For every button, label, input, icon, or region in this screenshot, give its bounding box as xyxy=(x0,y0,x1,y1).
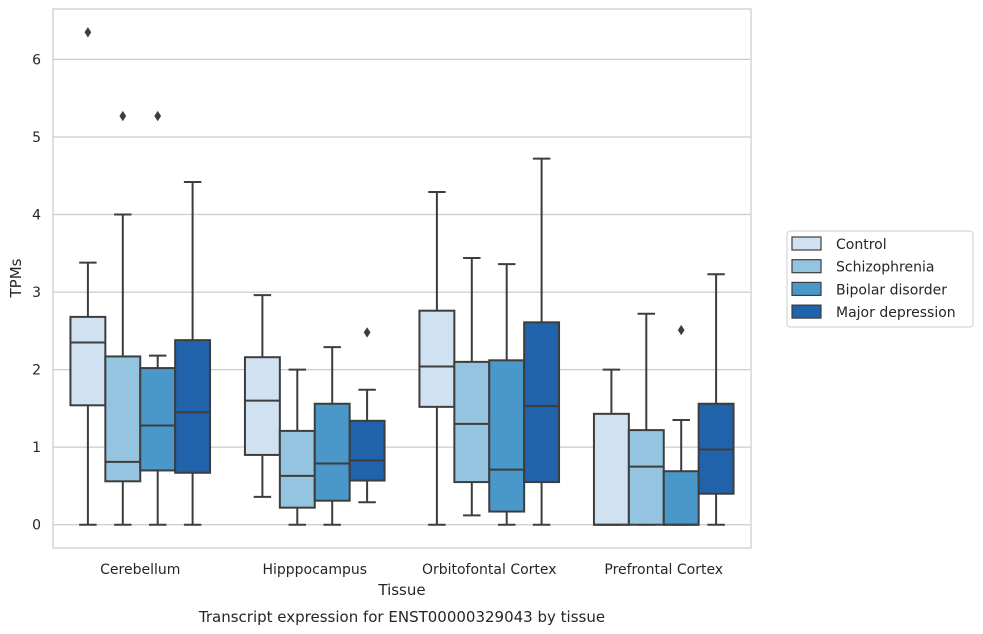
y-tick-label: 6 xyxy=(32,52,41,68)
outlier-point xyxy=(363,327,371,338)
legend-swatch xyxy=(791,304,822,319)
x-axis-label: Tissue xyxy=(377,581,425,599)
y-tick-label: 3 xyxy=(32,285,41,301)
outlier-point xyxy=(84,27,92,38)
x-tick-label: Hipppocampus xyxy=(262,562,367,578)
y-tick-label: 1 xyxy=(32,440,41,456)
category-group xyxy=(592,273,735,526)
box xyxy=(243,356,281,456)
box xyxy=(348,419,386,482)
category-group xyxy=(418,157,561,526)
box xyxy=(139,367,177,472)
box xyxy=(523,321,561,484)
box xyxy=(104,355,142,483)
box xyxy=(453,360,491,484)
legend-label: Control xyxy=(836,237,887,253)
box xyxy=(627,429,665,526)
outlier-point xyxy=(119,110,127,122)
box xyxy=(592,412,630,526)
y-tick-label: 2 xyxy=(32,363,41,379)
legend-swatch xyxy=(791,259,822,274)
legend-swatch xyxy=(791,281,822,296)
y-tick-label: 4 xyxy=(32,208,41,224)
box xyxy=(418,309,456,408)
category-group xyxy=(69,27,212,526)
box-groups xyxy=(69,27,735,526)
legend-label: Bipolar disorder xyxy=(836,282,947,298)
box xyxy=(662,470,700,526)
legend-frame xyxy=(786,230,974,328)
legend-label: Major depression xyxy=(836,305,956,321)
x-tick-label: Cerebellum xyxy=(100,562,180,578)
box xyxy=(278,429,316,509)
x-tick-label: Prefrontal Cortex xyxy=(604,562,723,578)
box xyxy=(313,402,351,502)
box xyxy=(174,339,212,474)
outlier-point xyxy=(677,324,685,336)
y-tick-label: 0 xyxy=(32,518,41,534)
x-tick-label: Orbitofontal Cortex xyxy=(422,562,557,578)
legend-swatch xyxy=(791,236,822,251)
legend-label: Schizophrenia xyxy=(836,260,934,276)
y-tick-label: 5 xyxy=(32,130,41,146)
category-group xyxy=(243,294,386,526)
outlier-point xyxy=(154,110,162,122)
plot-frame xyxy=(52,8,752,549)
box xyxy=(69,315,107,407)
y-axis-label: TPMs xyxy=(7,258,25,298)
chart-caption: Transcript expression for ENST0000032904… xyxy=(198,608,605,626)
box xyxy=(488,359,526,513)
y-tick-labels: 0 1 2 3 4 5 6 xyxy=(32,52,41,533)
legend: Control Schizophrenia Bipolar disorder Majo… xyxy=(786,230,974,328)
x-tick-labels: Cerebellum Hipppocampus Orbitofontal Corte… xyxy=(100,562,723,578)
